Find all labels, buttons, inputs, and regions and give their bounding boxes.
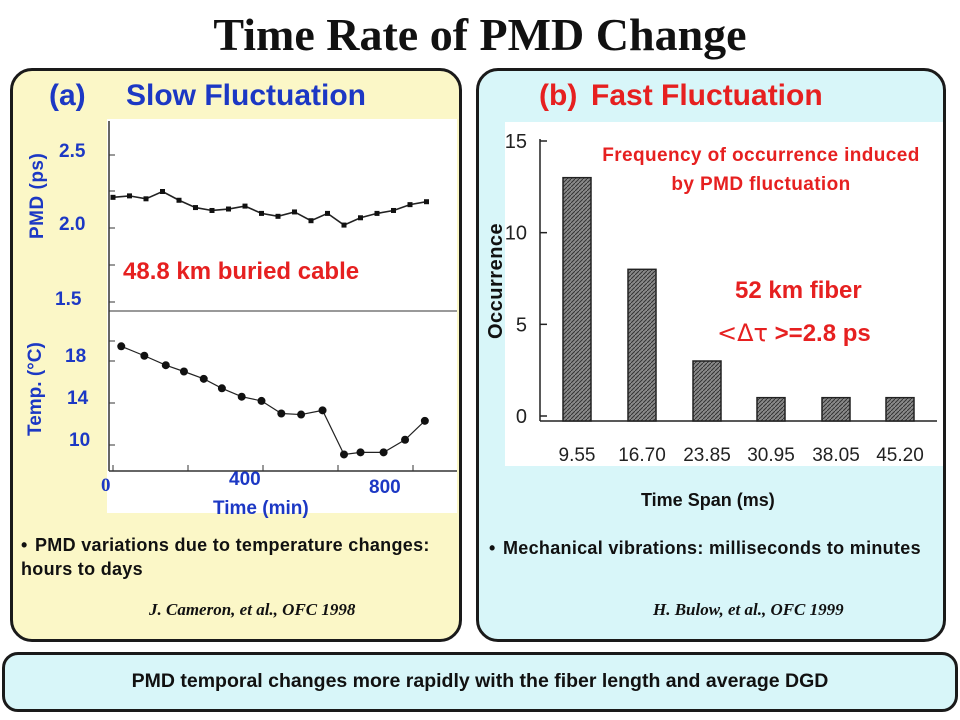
angle-delta-tau-symbol: <Δτ xyxy=(717,319,768,347)
panel-a-citation: J. Cameron, et al., OFC 1998 xyxy=(149,600,356,619)
bar-y-tick-label: 15 xyxy=(505,131,527,153)
bar-category-label: 23.85 xyxy=(683,445,731,466)
temperature-point xyxy=(179,367,188,376)
occurrence-bar xyxy=(692,360,722,422)
pmd-tick-label: 2.0 xyxy=(59,214,86,235)
panel-b-citation: H. Bulow, et al., OFC 1999 xyxy=(653,600,844,619)
panel-a-heading: Slow Fluctuation xyxy=(126,79,366,112)
time-tick-label: 800 xyxy=(369,477,401,498)
pmd-point xyxy=(325,210,330,216)
temperature-point xyxy=(297,410,306,419)
occurrence-bar-chart: 15 10 5 0 9.55 16.70 23.85 30.95 38.05 45.20 xyxy=(505,131,937,466)
pmd-point xyxy=(176,197,182,203)
cable-annotation: 48.8 km buried cable xyxy=(123,258,360,285)
occurrence-axis-label: Occurrence xyxy=(485,222,507,339)
bar-y-tick-label: 5 xyxy=(516,314,527,336)
pmd-point xyxy=(193,205,198,211)
temperature-point xyxy=(217,384,226,393)
temperature-point xyxy=(257,396,266,405)
temperature-point xyxy=(379,448,388,457)
time-tick-label: 0 xyxy=(101,475,111,496)
occurrence-bar xyxy=(562,176,592,422)
footer-banner: PMD temporal changes more rapidly with t… xyxy=(2,652,958,712)
temperature-point xyxy=(340,450,348,459)
occurrence-bar xyxy=(821,396,851,422)
fiber-annotation: 52 km fiber xyxy=(735,277,862,304)
bar-y-tick-label: 0 xyxy=(516,406,527,428)
temperature-series-line xyxy=(121,345,426,456)
pmd-point xyxy=(292,209,297,215)
pmd-tick-label: 1.5 xyxy=(55,289,82,310)
bar-category-label: 45.20 xyxy=(876,445,924,466)
dgd-annotation: <Δτ >=2.8 ps xyxy=(717,319,871,347)
pmd-axis-label: PMD (ps) xyxy=(27,152,48,239)
time-axis-label: Time (min) xyxy=(213,498,309,519)
panel-slow-fluctuation: (a) Slow Fluctuation 48.8 km buried cabl… xyxy=(10,68,462,642)
temperature-point xyxy=(420,416,429,425)
panel-b-bullet: • Mechanical vibrations: milliseconds to … xyxy=(489,538,921,558)
temp-tick-label: 10 xyxy=(69,430,91,451)
pmd-point xyxy=(358,215,363,221)
pmd-point xyxy=(391,207,396,213)
pmd-point xyxy=(160,189,165,194)
occurrence-bar xyxy=(756,396,786,422)
bar-category-label: 16.70 xyxy=(618,445,666,466)
temperature-point xyxy=(318,406,327,415)
pmd-point xyxy=(275,213,281,219)
temperature-point xyxy=(161,361,170,370)
occurrence-bar xyxy=(627,268,657,422)
bar-category-label: 30.95 xyxy=(747,445,795,466)
time-tick-label: 400 xyxy=(229,469,261,490)
panel-a-bullet: • PMD variations due to temperature chang… xyxy=(21,535,430,579)
pmd-tick-label: 2.5 xyxy=(59,141,86,162)
pmd-point xyxy=(242,203,248,209)
temp-tick-label: 14 xyxy=(67,388,89,409)
pmd-point xyxy=(209,207,215,213)
pmd-point xyxy=(110,194,116,200)
pmd-point xyxy=(407,202,413,208)
pmd-point xyxy=(259,210,264,216)
temperature-point xyxy=(199,374,208,383)
pmd-point xyxy=(424,199,429,205)
pmd-point xyxy=(226,206,231,212)
bar-chart-title: Frequency of occurrence induced by PMD f… xyxy=(602,145,920,195)
panel-a-label: (a) xyxy=(49,79,86,112)
bar-category-label: 38.05 xyxy=(812,445,860,466)
panel-b-label: (b) xyxy=(539,79,578,112)
pmd-point xyxy=(143,196,149,202)
pmd-series-line xyxy=(112,190,427,226)
panel-a-chart-background xyxy=(107,119,457,513)
occurrence-bar xyxy=(885,396,915,422)
pmd-point xyxy=(341,222,347,228)
time-span-axis-label: Time Span (ms) xyxy=(641,490,775,510)
temperature-point xyxy=(356,448,365,457)
slide-title: Time Rate of PMD Change xyxy=(213,9,747,60)
temp-tick-label: 18 xyxy=(65,346,87,367)
pmd-point xyxy=(374,210,380,216)
pmd-temperature-chart xyxy=(108,121,457,472)
temperature-point xyxy=(140,351,149,360)
temperature-point xyxy=(401,435,410,444)
bar-y-tick-label: 10 xyxy=(505,223,527,245)
panel-fast-fluctuation: (b) Fast Fluctuation 15 10 5 0 9.55 16.70 23.… xyxy=(476,68,946,642)
pmd-point xyxy=(308,218,314,224)
temperature-point xyxy=(237,392,246,401)
bar-category-label: 9.55 xyxy=(559,445,596,466)
temp-axis-label: Temp. (°C) xyxy=(25,342,46,436)
pmd-point xyxy=(127,193,132,199)
temperature-point xyxy=(117,342,126,351)
panel-b-heading: Fast Fluctuation xyxy=(591,79,823,112)
temperature-point xyxy=(277,409,286,418)
